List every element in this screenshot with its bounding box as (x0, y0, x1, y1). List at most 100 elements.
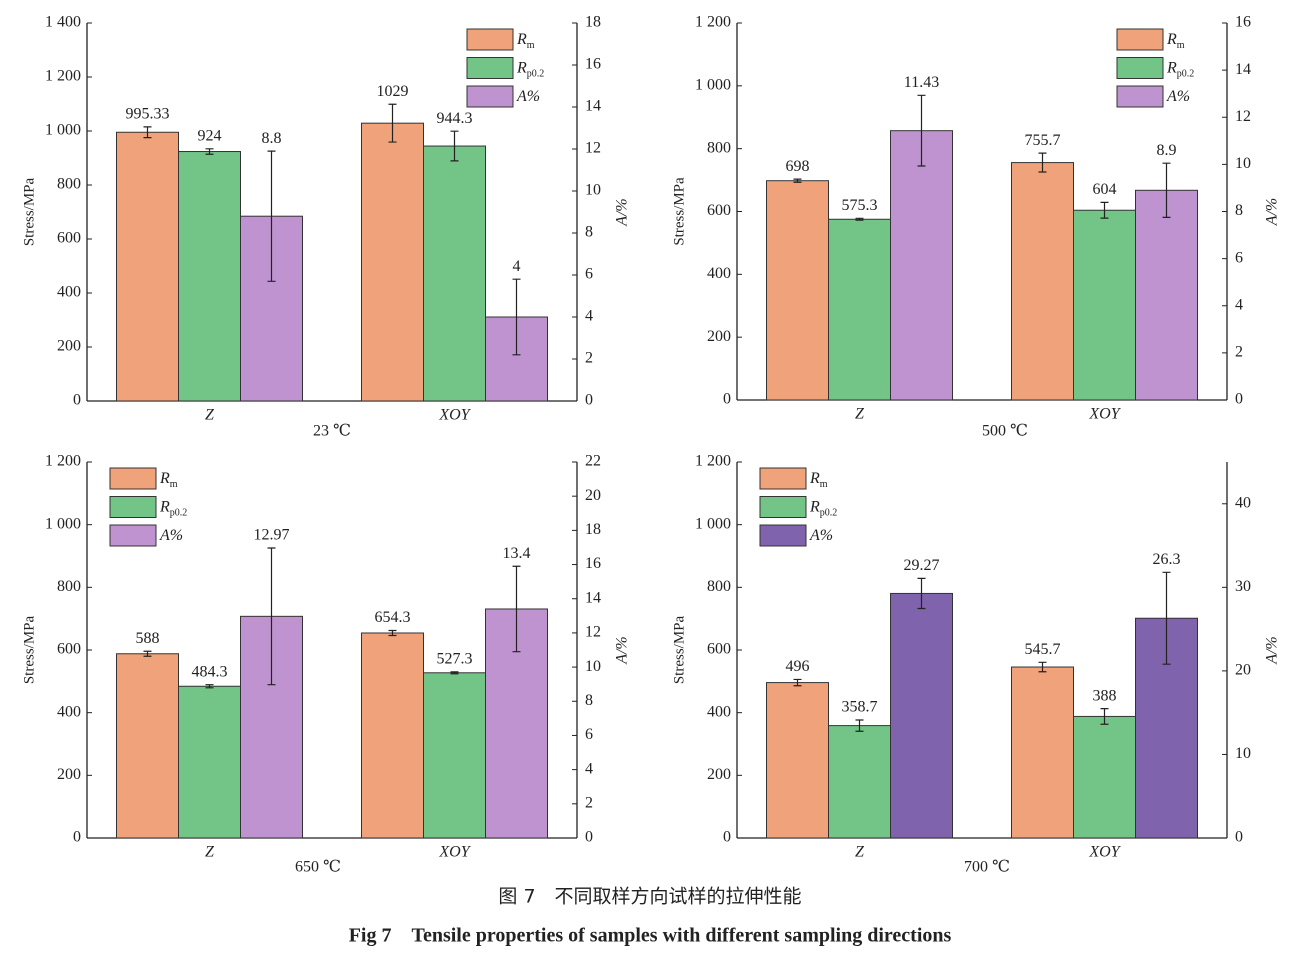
data-label: 388 (1093, 687, 1117, 704)
y-tick-label: 600 (57, 230, 81, 247)
error-bar (793, 178, 802, 183)
legend-label: Rp0.2 (159, 498, 187, 519)
y-axis-label: Stress/MPa (21, 615, 37, 684)
y2-tick-label: 10 (585, 182, 601, 199)
legend-swatch (1116, 85, 1164, 108)
y-tick-label: 400 (57, 284, 81, 301)
y2-axis-label: A/% (1264, 636, 1281, 665)
error-bar (917, 94, 926, 167)
y-tick-label: 200 (57, 338, 81, 355)
error-bar (1162, 571, 1171, 665)
data-label: 13.4 (503, 545, 531, 562)
y-axis-label: Stress/MPa (671, 615, 687, 684)
y2-tick-label: 0 (1235, 391, 1243, 408)
y-tick-label: 800 (707, 139, 731, 156)
bar (766, 180, 829, 401)
bar (1073, 715, 1136, 839)
bar (423, 672, 486, 839)
y2-tick-label: 16 (585, 56, 601, 73)
legend-label: A% (516, 88, 540, 105)
bar (890, 592, 953, 839)
error-bar (793, 678, 802, 687)
error-bar (1100, 707, 1109, 725)
error-bar (143, 126, 152, 139)
x-axis-label: 500 ℃ (982, 423, 1028, 440)
y2-tick-label: 10 (1235, 745, 1251, 762)
y2-tick-label: 4 (585, 308, 593, 325)
bar (116, 653, 179, 839)
legend-swatch (1116, 57, 1164, 79)
y2-tick-label: 0 (585, 392, 593, 409)
y2-tick-label: 22 (585, 453, 601, 470)
error-bar (512, 278, 521, 356)
y2-tick-label: 20 (1235, 662, 1251, 679)
legend-swatch (109, 524, 157, 547)
data-label: 358.7 (842, 699, 878, 716)
error-bar (512, 565, 521, 653)
bar (361, 632, 424, 839)
caption-cn: 图 7 不同取样方向试样的拉伸性能 (498, 886, 801, 908)
y2-tick-label: 14 (1235, 61, 1251, 78)
x-tick-label: XOY (438, 844, 471, 861)
bar (828, 218, 891, 401)
y2-tick-label: 2 (585, 794, 593, 811)
y2-tick-label: 6 (1235, 249, 1243, 266)
y2-tick-label: 8 (585, 692, 593, 709)
legend-swatch (109, 467, 157, 490)
legend-label: A% (159, 527, 183, 544)
y-tick-label: 600 (707, 202, 731, 219)
error-bar (143, 650, 152, 657)
y2-tick-label: 0 (1235, 829, 1243, 846)
error-bar (917, 577, 926, 610)
y2-tick-label: 18 (585, 14, 601, 31)
y-tick-label: 1 000 (695, 515, 731, 532)
chart-panel: 0 200 400 600 800 1 000 1 200 1 400 0 2 4 6 8 10 12 14 1… (21, 14, 630, 440)
y2-tick-label: 2 (585, 350, 593, 367)
y-tick-label: 800 (707, 578, 731, 595)
y2-tick-label: 20 (585, 487, 601, 504)
data-label: 12.97 (254, 527, 290, 544)
x-tick-label: XOY (1088, 406, 1121, 423)
y2-tick-label: 14 (585, 589, 601, 606)
data-label: 604 (1093, 181, 1117, 198)
y-tick-label: 400 (707, 265, 731, 282)
bar (890, 130, 953, 401)
chart-panel: 0 200 400 600 800 1 000 1 200 0 2 4 6 8 10 12 14 16 Stre… (671, 14, 1280, 440)
bar (1135, 189, 1198, 401)
y2-tick-label: 16 (1235, 14, 1251, 31)
data-label: 654.3 (375, 609, 411, 626)
error-bar (1038, 661, 1047, 673)
y-axis-label: Stress/MPa (21, 177, 37, 246)
y-tick-label: 0 (73, 392, 81, 409)
y2-tick-label: 12 (1235, 108, 1251, 125)
y-tick-label: 1 200 (45, 453, 81, 470)
y-tick-label: 800 (57, 578, 81, 595)
error-bar (855, 719, 864, 732)
y-tick-label: 1 000 (695, 77, 731, 94)
data-label: 924 (198, 127, 222, 144)
bar (423, 145, 486, 402)
legend-swatch (466, 85, 514, 108)
bar (116, 131, 179, 402)
y2-tick-label: 12 (585, 140, 601, 157)
x-tick-label: Z (855, 406, 865, 423)
y-tick-label: 200 (707, 328, 731, 345)
y-tick-label: 0 (73, 829, 81, 846)
y2-tick-label: 30 (1235, 578, 1251, 595)
y2-tick-label: 2 (1235, 344, 1243, 361)
error-bar (388, 629, 397, 637)
x-axis-label: 700 ℃ (964, 859, 1010, 876)
bar (1073, 209, 1136, 401)
data-label: 545.7 (1025, 641, 1061, 658)
data-label: 698 (786, 158, 810, 175)
y2-tick-label: 4 (585, 760, 593, 777)
y2-tick-label: 16 (585, 555, 601, 572)
y-tick-label: 600 (707, 641, 731, 658)
legend-label: Rm (1166, 31, 1185, 52)
y-tick-label: 1 200 (695, 14, 731, 31)
y2-axis-label: A/% (1264, 198, 1281, 227)
legend-label: A% (1166, 88, 1190, 105)
data-label: 575.3 (842, 197, 878, 214)
caption-en: Fig 7 Tensile properties of samples with… (349, 925, 952, 947)
